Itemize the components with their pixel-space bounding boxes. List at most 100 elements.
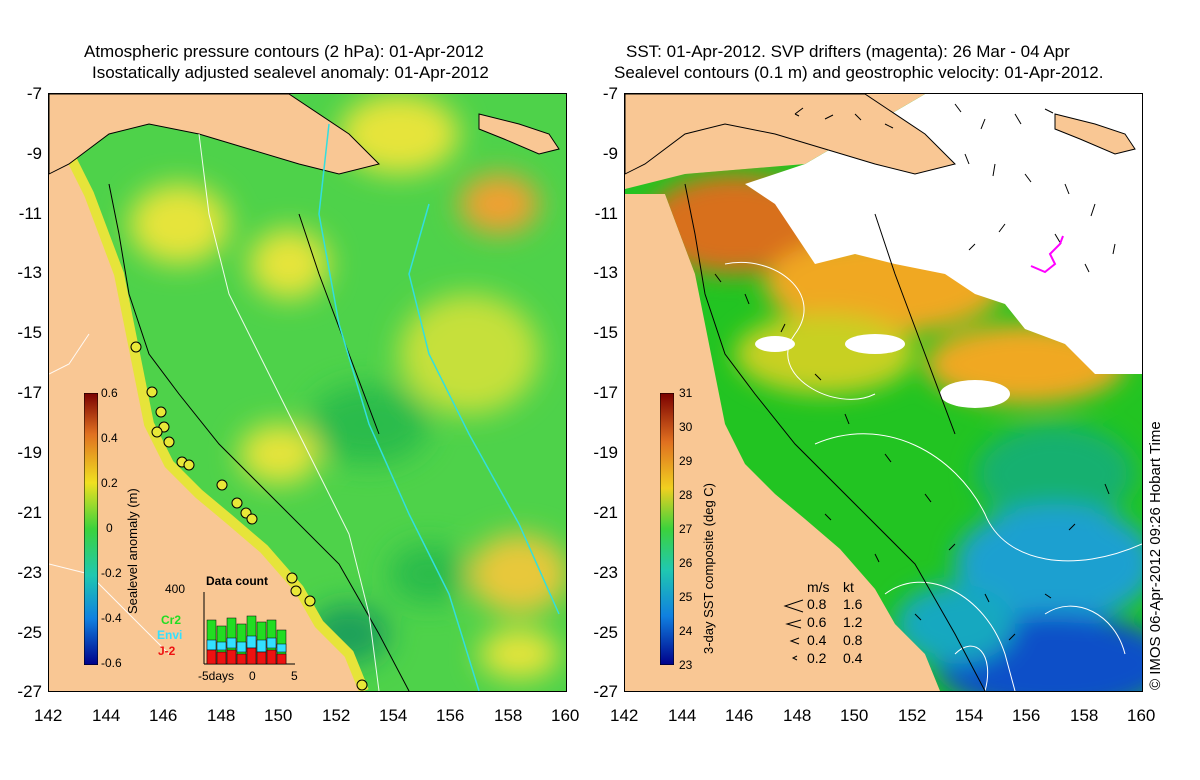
y-tick-label: -9 <box>602 144 618 163</box>
sst-colorbar-label: 3-day SST composite (deg C) <box>701 483 716 654</box>
right-map-panel: 31 30 29 28 27 26 25 24 23 3-day SST com… <box>624 93 1143 692</box>
x-tick-label: 144 <box>92 706 121 725</box>
x-tick-label: 146 <box>149 706 178 725</box>
y-tick-label: -7 <box>602 84 618 103</box>
bathymetry-contours <box>684 183 986 691</box>
inset-x-label: 5 <box>291 669 298 683</box>
data-count-histogram <box>203 592 295 665</box>
velocity-legend-kt: 1.2 <box>843 614 863 630</box>
velocity-legend-ms: 0.4 <box>807 632 827 648</box>
inset-x-label: -5days <box>198 669 235 683</box>
y-tick-label: -19 <box>17 443 42 462</box>
y-tick-label: -21 <box>593 503 618 522</box>
sealevel-colorbar-tick: 0.4 <box>101 431 118 445</box>
x-tick-label: 154 <box>379 706 408 725</box>
sst-colorbar-tick: 29 <box>679 454 693 468</box>
x-tick-label: 156 <box>1012 706 1041 725</box>
velocity-legend-kt: 1.6 <box>843 596 863 612</box>
inset-x-label: 0 <box>249 669 256 683</box>
y-tick-label: -23 <box>593 563 618 582</box>
x-tick-label: 156 <box>436 706 465 725</box>
inset-title: Data count <box>206 574 269 588</box>
sst-colorbar-tick: 27 <box>679 522 693 536</box>
left-title-line1: Atmospheric pressure contours (2 hPa): 0… <box>84 42 484 61</box>
x-tick-label: 148 <box>207 706 236 725</box>
y-tick-label: -27 <box>17 682 42 701</box>
x-tick-label: 146 <box>725 706 754 725</box>
sealevel-colorbar-tick: 0.2 <box>101 476 118 490</box>
sealevel-contours <box>724 262 1142 691</box>
sst-colorbar-tick: 23 <box>679 658 693 672</box>
sst-colorbar-tick: 30 <box>679 420 693 434</box>
y-tick-label: -15 <box>593 323 618 342</box>
sealevel-anomaly-map <box>49 94 566 691</box>
png-landmass <box>625 94 956 175</box>
left-title-line2: Isostatically adjusted sealevel anomaly:… <box>92 63 489 82</box>
sealevel-colorbar-tick: -0.4 <box>101 611 122 625</box>
x-tick-label: 158 <box>1070 706 1099 725</box>
bathymetry-contours <box>108 183 410 691</box>
sst-colorbar-tick: 28 <box>679 488 693 502</box>
velocity-legend-ms: 0.2 <box>807 650 827 666</box>
imos-credit: © IMOS 06-Apr-2012 09:26 Hobart Time <box>1147 421 1164 690</box>
png-landmass <box>49 94 380 175</box>
x-tick-label: 152 <box>898 706 927 725</box>
velocity-legend-kt: 0.4 <box>843 650 863 666</box>
x-tick-label: 144 <box>668 706 697 725</box>
sst-colorbar-tick: 25 <box>679 590 693 604</box>
y-tick-label: -23 <box>17 563 42 582</box>
right-title-line2: Sealevel contours (0.1 m) and geostrophi… <box>614 63 1104 82</box>
sealevel-colorbar-tick: -0.6 <box>101 656 122 670</box>
coastal-band <box>54 122 369 691</box>
right-title-line1: SST: 01-Apr-2012. SVP drifters (magenta)… <box>626 42 1070 61</box>
sealevel-colorbar-tick: 0 <box>106 521 113 535</box>
x-tick-label: 160 <box>1127 706 1156 725</box>
y-tick-label: -17 <box>593 383 618 402</box>
y-tick-label: -9 <box>26 144 42 163</box>
tide-gauge-markers <box>130 341 368 691</box>
velocity-legend-header-ms: m/s <box>807 579 830 595</box>
x-tick-label: 148 <box>783 706 812 725</box>
x-tick-label: 142 <box>34 706 63 725</box>
y-tick-label: -17 <box>17 383 42 402</box>
x-tick-label: 150 <box>840 706 869 725</box>
solomon-islands <box>1054 113 1136 155</box>
x-tick-label: 142 <box>610 706 639 725</box>
y-tick-label: -27 <box>593 682 618 701</box>
y-tick-label: -15 <box>17 323 42 342</box>
y-tick-label: -7 <box>26 84 42 103</box>
velocity-legend-kt: 0.8 <box>843 632 863 648</box>
sst-map <box>625 94 1142 691</box>
inset-mission-cr2: Cr2 <box>161 613 182 627</box>
current-lines <box>318 123 560 691</box>
y-tick-label: -19 <box>593 443 618 462</box>
y-tick-label: -13 <box>593 263 618 282</box>
sst-colorbar-tick: 24 <box>679 624 693 638</box>
sst-colorbar <box>660 393 674 665</box>
velocity-legend-header-kt: kt <box>843 579 854 595</box>
sealevel-colorbar <box>84 393 98 665</box>
solomon-islands <box>478 113 560 155</box>
sst-colorbar-tick: 31 <box>679 386 693 400</box>
sealevel-colorbar-tick: -0.2 <box>101 566 122 580</box>
y-tick-label: -11 <box>594 204 618 223</box>
geostrophic-velocity-arrows <box>714 103 1116 641</box>
inset-ymax-label: 400 <box>165 582 186 596</box>
y-tick-label: -25 <box>593 623 618 642</box>
velocity-legend-ms: 0.6 <box>807 614 827 630</box>
velocity-legend-arrows <box>783 599 804 661</box>
x-tick-label: 158 <box>494 706 523 725</box>
velocity-legend-ms: 0.8 <box>807 596 827 612</box>
x-tick-label: 152 <box>322 706 351 725</box>
sealevel-colorbar-tick: 0.6 <box>101 386 118 400</box>
x-tick-label: 160 <box>551 706 580 725</box>
x-tick-label: 154 <box>955 706 984 725</box>
inset-mission-j2: J-2 <box>158 644 176 658</box>
x-tick-label: 150 <box>264 706 293 725</box>
y-tick-label: -13 <box>17 263 42 282</box>
inset-mission-envi: Envi <box>157 628 183 642</box>
left-map-panel: 0.6 0.4 0.2 0 -0.2 -0.4 -0.6 Sealevel an… <box>48 93 567 692</box>
svp-drifter-track <box>1030 235 1064 274</box>
y-tick-label: -11 <box>18 204 42 223</box>
sst-colorbar-tick: 26 <box>679 556 693 570</box>
